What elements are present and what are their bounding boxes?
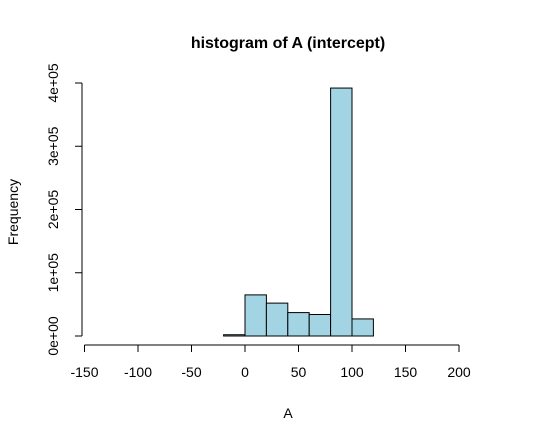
x-tick-label: -100 bbox=[124, 364, 152, 380]
y-tick-label: 0e+00 bbox=[45, 316, 61, 356]
x-tick-label: 150 bbox=[394, 364, 418, 380]
histogram-bar bbox=[287, 312, 310, 337]
x-tick-label: 0 bbox=[241, 364, 249, 380]
histogram-bar bbox=[244, 294, 267, 337]
histogram-bars bbox=[223, 87, 374, 337]
histogram-bar bbox=[265, 302, 289, 337]
x-axis-label: A bbox=[283, 405, 293, 421]
y-tick-label: 3e+05 bbox=[45, 126, 61, 166]
y-tick-label: 4e+05 bbox=[45, 63, 61, 103]
histogram-bar bbox=[308, 313, 332, 337]
x-tick-label: 50 bbox=[291, 364, 307, 380]
x-tick-label: -50 bbox=[181, 364, 201, 380]
x-tick-label: 100 bbox=[340, 364, 364, 380]
y-tick-label: 2e+05 bbox=[45, 190, 61, 230]
y-tick-label: 1e+05 bbox=[45, 253, 61, 293]
histogram-bar bbox=[351, 318, 374, 337]
histogram-bar bbox=[330, 87, 353, 337]
chart-title: histogram of A (intercept) bbox=[191, 35, 385, 52]
histogram-bar bbox=[223, 334, 246, 337]
y-axis: 0e+00 1e+05 2e+05 3e+05 4e+05 bbox=[45, 63, 83, 356]
x-tick-label: 200 bbox=[447, 364, 471, 380]
x-axis: -150 -100 -50 0 50 100 150 200 bbox=[70, 344, 471, 380]
y-axis-label: Frequency bbox=[5, 179, 21, 245]
x-tick-label: -150 bbox=[70, 364, 98, 380]
